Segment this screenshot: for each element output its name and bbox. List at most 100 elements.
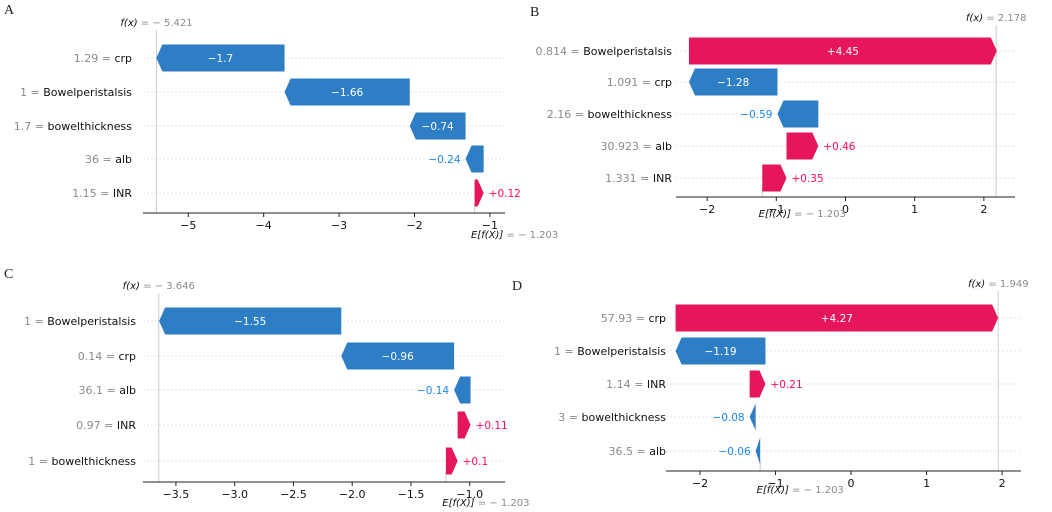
x-tick-label: 1: [911, 203, 918, 216]
feature-label: 3 = bowelthickness: [558, 411, 666, 424]
feature-value: 0.97 =: [76, 419, 117, 432]
feature-label: 36 = alb: [85, 153, 132, 166]
panel-a: A −1.7 1.29 = crp −1.66 1 = Bowelperistalsis…: [4, 3, 558, 241]
feature-value: 1 =: [24, 315, 47, 328]
positive-bar: [474, 179, 484, 207]
feature-value: 1.331 =: [605, 172, 653, 185]
efx-value: = − 1.203: [503, 230, 558, 241]
feature-label: 2.16 = bowelthickness: [547, 108, 672, 121]
feature-value: 1.14 =: [606, 378, 647, 391]
feature-label: 0.97 = INR: [76, 419, 136, 432]
feature-name: Bowelperistalsis: [583, 45, 672, 58]
feature-label: 57.93 = crp: [601, 312, 666, 325]
x-tick-label: −3.0: [221, 488, 248, 501]
feature-label: 1.15 = INR: [72, 187, 132, 200]
feature-name: Bowelperistalsis: [43, 86, 132, 99]
bar-value-label: −1.19: [704, 346, 736, 358]
negative-bar: [156, 44, 285, 72]
x-tick-label: −3.5: [163, 488, 190, 501]
negative-bar: [749, 403, 756, 431]
bar-value-label: +0.35: [791, 173, 823, 185]
bar-value-label: +4.27: [821, 313, 853, 325]
fx-value: = 2.178: [983, 13, 1026, 24]
feature-value: 1 =: [554, 345, 577, 358]
feature-value: 1.15 =: [72, 187, 113, 200]
fx-symbol: f(x): [123, 281, 140, 292]
x-tick-label: −1.0: [456, 488, 483, 501]
x-tick-label: 2: [980, 203, 987, 216]
x-tick-label: 2: [999, 477, 1006, 490]
bar-value-label: −1.66: [331, 87, 363, 99]
feature-value: 2.16 =: [547, 108, 588, 121]
x-tick-label: −1: [482, 219, 498, 232]
efx-value: = − 1.203: [791, 209, 846, 220]
feature-label: 1.7 = bowelthickness: [14, 120, 132, 133]
x-tick-label: −2: [692, 477, 708, 490]
fx-symbol: f(x): [968, 279, 985, 290]
x-tick-label: 0: [848, 477, 855, 490]
panel-c: C −1.55 1 = Bowelperistalsis −0.96 0.14 = cr…: [4, 267, 529, 509]
positive-bar: [762, 164, 787, 192]
feature-name: crp: [648, 312, 666, 325]
feature-label: 1.091 = crp: [607, 76, 672, 89]
feature-label: 30.923 = alb: [601, 140, 673, 153]
x-tick-label: −4: [256, 219, 272, 232]
feature-value: 30.923 =: [601, 140, 656, 153]
bar-value-label: +0.11: [476, 420, 508, 432]
panel-d: D +4.27 57.93 = crp −1.19 1 = Bowelperistals…: [512, 279, 1029, 496]
feature-value: 1.091 =: [607, 76, 655, 89]
feature-name: alb: [119, 384, 136, 397]
feature-name: bowelthickness: [582, 411, 667, 424]
positive-bar: [675, 304, 999, 332]
x-tick-label: −2.0: [339, 488, 366, 501]
negative-bar: [409, 112, 466, 140]
fx-value: = − 5.421: [138, 18, 193, 29]
bar-value-label: −0.14: [417, 385, 449, 397]
feature-value: 0.14 =: [78, 350, 119, 363]
bar-value-label: +0.12: [489, 188, 521, 200]
feature-label: 0.814 = Bowelperistalsis: [536, 45, 673, 58]
fx-label: f(x) = 2.178: [966, 13, 1027, 24]
negative-bar: [755, 437, 761, 465]
fx-label: f(x) = 1.949: [968, 279, 1029, 290]
efx-symbol: E[f(X)]: [471, 230, 503, 241]
bar-value-label: +0.1: [463, 456, 489, 468]
efx-symbol: E[f(X)]: [757, 485, 789, 496]
feature-name: alb: [649, 445, 666, 458]
bar-value-label: −0.59: [740, 109, 772, 121]
x-tick-label: −2: [406, 219, 422, 232]
panel-letter: B: [530, 5, 539, 20]
bar-value-label: −1.28: [717, 77, 749, 89]
efx-label: E[f(X)] = − 1.203: [757, 485, 844, 496]
bar-value-label: −0.08: [712, 412, 744, 424]
feature-value: 3 =: [558, 411, 581, 424]
negative-bar: [675, 337, 766, 365]
panel-b: B +4.45 0.814 = Bowelperistalsis −1.28 1.091…: [530, 5, 1026, 220]
fx-value: = − 3.646: [140, 281, 195, 292]
feature-label: 1 = bowelthickness: [28, 455, 136, 468]
panel-letter: D: [512, 279, 522, 294]
bar-value-label: −1.7: [208, 53, 234, 65]
x-tick-label: −2.5: [280, 488, 307, 501]
feature-name: alb: [655, 140, 672, 153]
negative-bar: [688, 68, 778, 96]
feature-name: Bowelperistalsis: [47, 315, 136, 328]
feature-value: 1 =: [20, 86, 43, 99]
negative-bar: [284, 78, 410, 106]
feature-name: bowelthickness: [48, 120, 133, 133]
efx-label: E[f(X)] = − 1.203: [471, 230, 558, 241]
negative-bar: [777, 100, 819, 128]
fx-label: f(x) = − 5.421: [120, 18, 192, 29]
positive-bar: [688, 37, 997, 65]
feature-name: crp: [654, 76, 672, 89]
positive-bar: [786, 132, 819, 160]
feature-name: bowelthickness: [588, 108, 673, 121]
feature-value: 36.1 =: [79, 384, 120, 397]
feature-name: crp: [114, 52, 132, 65]
feature-label: 1 = Bowelperistalsis: [20, 86, 132, 99]
bar-value-label: +4.45: [827, 46, 859, 58]
bar-value-label: +0.21: [770, 379, 802, 391]
positive-bar: [749, 370, 766, 398]
feature-name: INR: [647, 378, 666, 391]
feature-value: 57.93 =: [601, 312, 649, 325]
